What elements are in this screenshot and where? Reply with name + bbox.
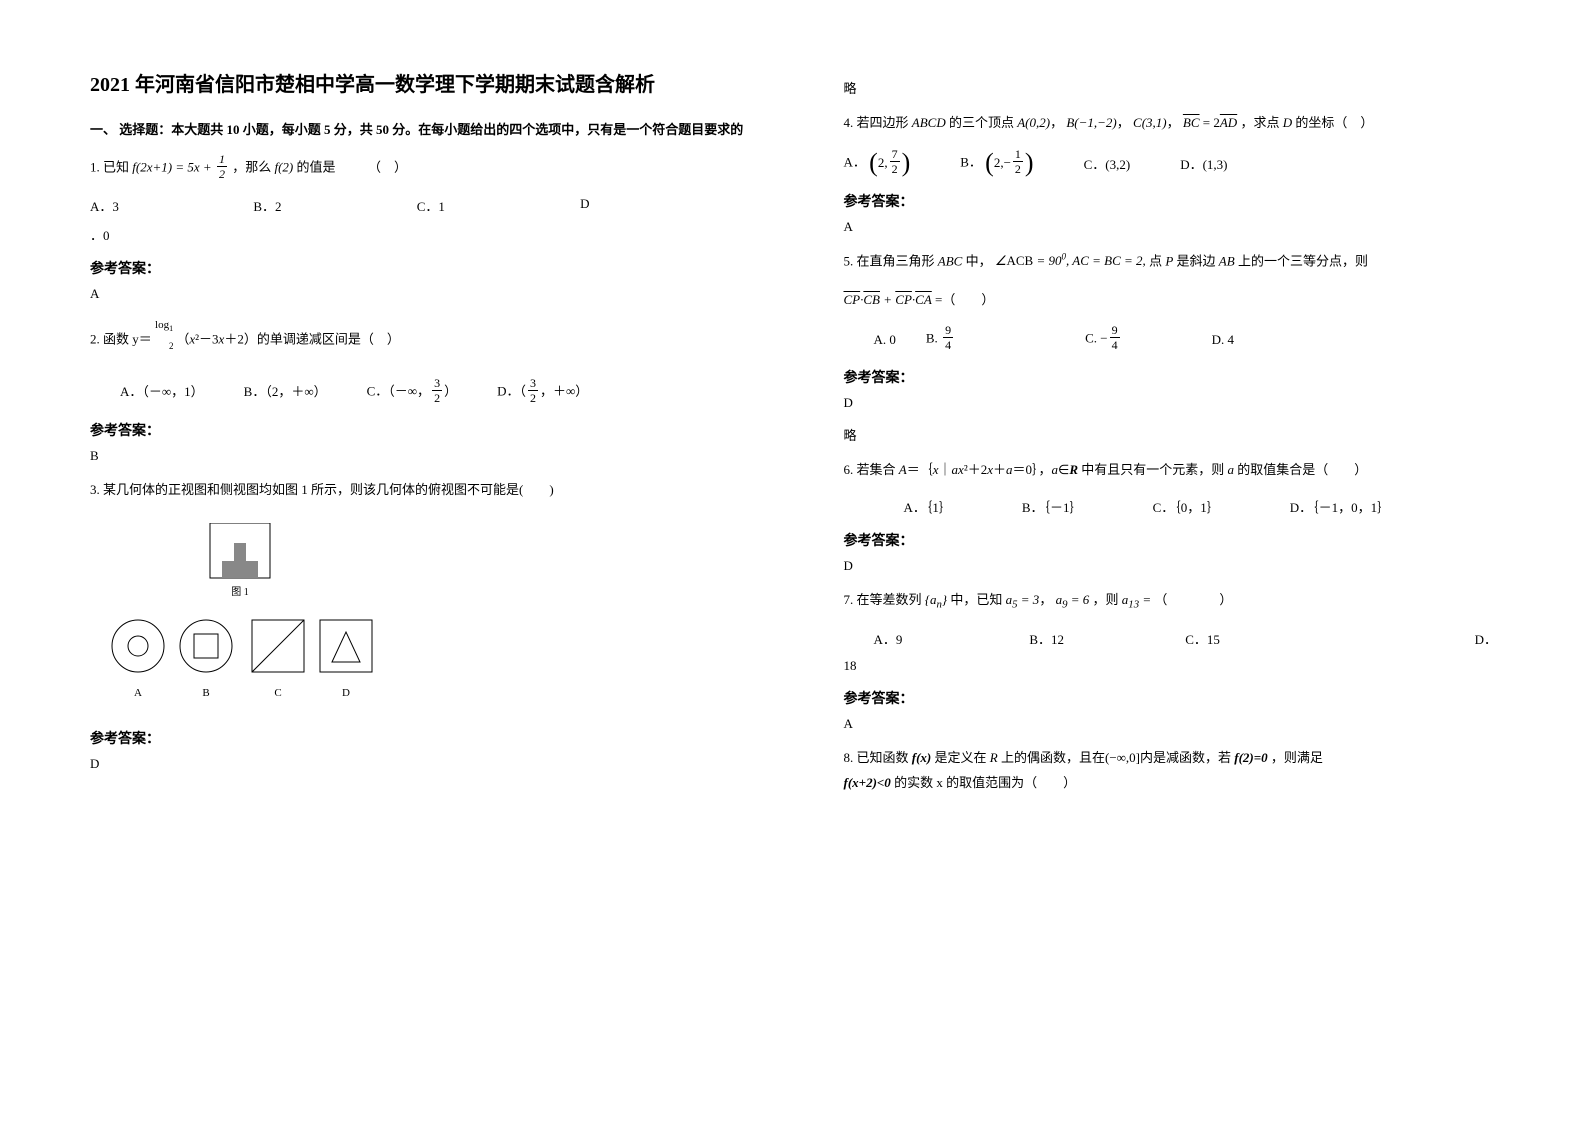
q2-answer: B <box>90 448 744 464</box>
q7-an: {an} <box>925 592 947 607</box>
svg-text:A: A <box>134 687 142 699</box>
svg-text:B: B <box>202 687 209 699</box>
q1-opt-c: C．1 <box>417 196 580 215</box>
q5-opt-c: C. −94 <box>1085 326 1122 353</box>
q1-after: ，那么 <box>232 159 271 174</box>
q4-point-c: C(3,1) <box>1133 115 1167 130</box>
q5-options: A. 0 B. 94 C. −94 D. 4 <box>874 326 1498 353</box>
section-header-1: 一、 选择题：本大题共 10 小题，每小题 5 分，共 50 分。在每小题给出的… <box>90 120 744 141</box>
q3-figure: 图 1 A B C <box>110 523 744 713</box>
q2-opt-b: B．（2，＋∞） <box>244 381 327 400</box>
q4-opt-d: D．(1,3) <box>1180 154 1227 173</box>
q7-answer-label: 参考答案： <box>844 688 1498 708</box>
q4-point-b: B(−1,−2) <box>1066 115 1116 130</box>
document-title: 2021 年河南省信阳市楚相中学高一数学理下学期期末试题含解析 <box>90 70 744 100</box>
q7-opt-c: C．15 <box>1185 629 1341 648</box>
q6-opt-d: D．｛－1，0，1｝ <box>1290 497 1390 516</box>
q4-options: A． (2,72) B． (2,−12) C．(3,2) D．(1,3) <box>844 150 1498 177</box>
q2-tail: （x²－3x＋2）的单调递减区间是（ ） <box>176 331 400 346</box>
question-4: 4. 若四边形 ABCD 的三个顶点 A(0,2)， B(−1,−2)， C(3… <box>844 111 1498 136</box>
question-6: 6. 若集合 A＝｛x｜ax²＋2x＋a＝0｝，a∈R 中有且只有一个元素，则 … <box>844 458 1498 483</box>
q3-answer: D <box>90 756 744 772</box>
q4-answer-label: 参考答案： <box>844 191 1498 211</box>
q7-a5: a5 = 3 <box>1006 592 1040 607</box>
q1-opt-a: A．3 <box>90 196 253 215</box>
q5-answer-label: 参考答案： <box>844 367 1498 387</box>
q5-opt-b: B. 94 <box>926 326 955 353</box>
q1-answer-label: 参考答案： <box>90 258 744 278</box>
q2-opt-a: A．（－∞，1） <box>120 381 204 400</box>
q5-opt-a: A. 0 <box>874 332 896 348</box>
q4-vec-ad: AD <box>1220 115 1237 130</box>
q2-prefix: 2. 函数 y＝ <box>90 331 152 346</box>
q8-fx: f(x) <box>912 750 932 765</box>
q1-options: A．3 B．2 C．1 D <box>90 196 744 215</box>
q3-extra: 略 <box>844 78 1498 97</box>
question-5: 5. 在直角三角形 ABC 中， ∠ACB = 900, AC = BC = 2… <box>844 249 1498 274</box>
q1-tail: 的值是 （ ） <box>297 159 408 174</box>
q8-fx2: f(x+2)<0 <box>844 775 891 790</box>
geometry-figure-svg: 图 1 A B C <box>110 523 390 713</box>
q7-answer: A <box>844 716 1498 732</box>
q4-opt-c: C．(3,2) <box>1084 154 1131 173</box>
q1-formula2: f(2) <box>274 159 293 174</box>
q2-answer-label: 参考答案： <box>90 420 744 440</box>
q8-f2: f(2)=0 <box>1234 750 1267 765</box>
q2-log: log1 2 <box>155 312 173 361</box>
q7-a13: a13 = <box>1122 592 1155 607</box>
q5-opt-d: D. 4 <box>1212 332 1234 348</box>
q2-opt-d: D．（32，＋∞） <box>497 379 588 406</box>
q1-prefix: 1. 已知 <box>90 159 129 174</box>
q4-answer: A <box>844 219 1498 235</box>
q7-opt-d-prefix: D． <box>1341 629 1497 648</box>
q7-opt-a: A．9 <box>874 629 1030 648</box>
q1-formula1: f(2x+1) = 5x + 12 <box>132 155 229 182</box>
q7-opt-d-value: 18 <box>844 658 1498 674</box>
q7-opt-b: B．12 <box>1029 629 1185 648</box>
right-column: 略 4. 若四边形 ABCD 的三个顶点 A(0,2)， B(−1,−2)， C… <box>794 0 1587 1122</box>
q5-formula-line: CP·CB + CP·CA =（ ） <box>844 288 1498 313</box>
q2-opt-c: C．（－∞，32） <box>367 379 457 406</box>
q5-extra: 略 <box>844 425 1498 444</box>
figure-main-label: 图 1 <box>231 586 249 598</box>
q1-answer: A <box>90 286 744 302</box>
svg-text:C: C <box>274 687 281 699</box>
q5-angle: ∠ACB = 900, AC = BC = 2, <box>995 253 1146 268</box>
question-3: 3. 某几何体的正视图和侧视图均如图 1 所示，则该几何体的俯视图不可能是( ) <box>90 478 744 503</box>
q4-opt-a: A． (2,72) <box>844 150 911 177</box>
q4-abcd: ABCD <box>912 115 946 130</box>
q6-answer-label: 参考答案： <box>844 530 1498 550</box>
q6-answer: D <box>844 558 1498 574</box>
question-8: 8. 已知函数 f(x) 是定义在 R 上的偶函数，且在(−∞,0]内是减函数，… <box>844 746 1498 795</box>
q6-opt-b: B．｛－1｝ <box>1022 497 1083 516</box>
q4-vec-bc: BC <box>1183 115 1200 130</box>
q1-opt-d-cont: ．0 <box>90 225 744 244</box>
q7-a9: a9 = 6 <box>1056 592 1090 607</box>
q1-opt-d: D <box>580 196 743 215</box>
q2-options: A．（－∞，1） B．（2，＋∞） C．（－∞，32） D．（32，＋∞） <box>120 379 744 406</box>
q6-options: A．｛1｝ B．｛－1｝ C．｛0，1｝ D．｛－1，0，1｝ <box>904 497 1498 516</box>
question-7: 7. 在等差数列 {an} 中，已知 a5 = 3， a9 = 6 ，则 a13… <box>844 588 1498 615</box>
q6-opt-a: A．｛1｝ <box>904 497 952 516</box>
q7-options: A．9 B．12 C．15 D． <box>874 629 1498 648</box>
q4-opt-b: B． (2,−12) <box>960 150 1033 177</box>
q6-opt-c: C．｛0，1｝ <box>1153 497 1220 516</box>
left-column: 2021 年河南省信阳市楚相中学高一数学理下学期期末试题含解析 一、 选择题：本… <box>0 0 794 1122</box>
q4-point-a: A(0,2) <box>1017 115 1050 130</box>
q3-answer-label: 参考答案： <box>90 728 744 748</box>
question-1: 1. 已知 f(2x+1) = 5x + 12 ，那么 f(2) 的值是 （ ） <box>90 155 744 182</box>
q1-opt-b: B．2 <box>253 196 416 215</box>
question-2: 2. 函数 y＝ log1 2 （x²－3x＋2）的单调递减区间是（ ） <box>90 316 744 365</box>
svg-text:D: D <box>342 687 350 699</box>
q5-answer: D <box>844 395 1498 411</box>
